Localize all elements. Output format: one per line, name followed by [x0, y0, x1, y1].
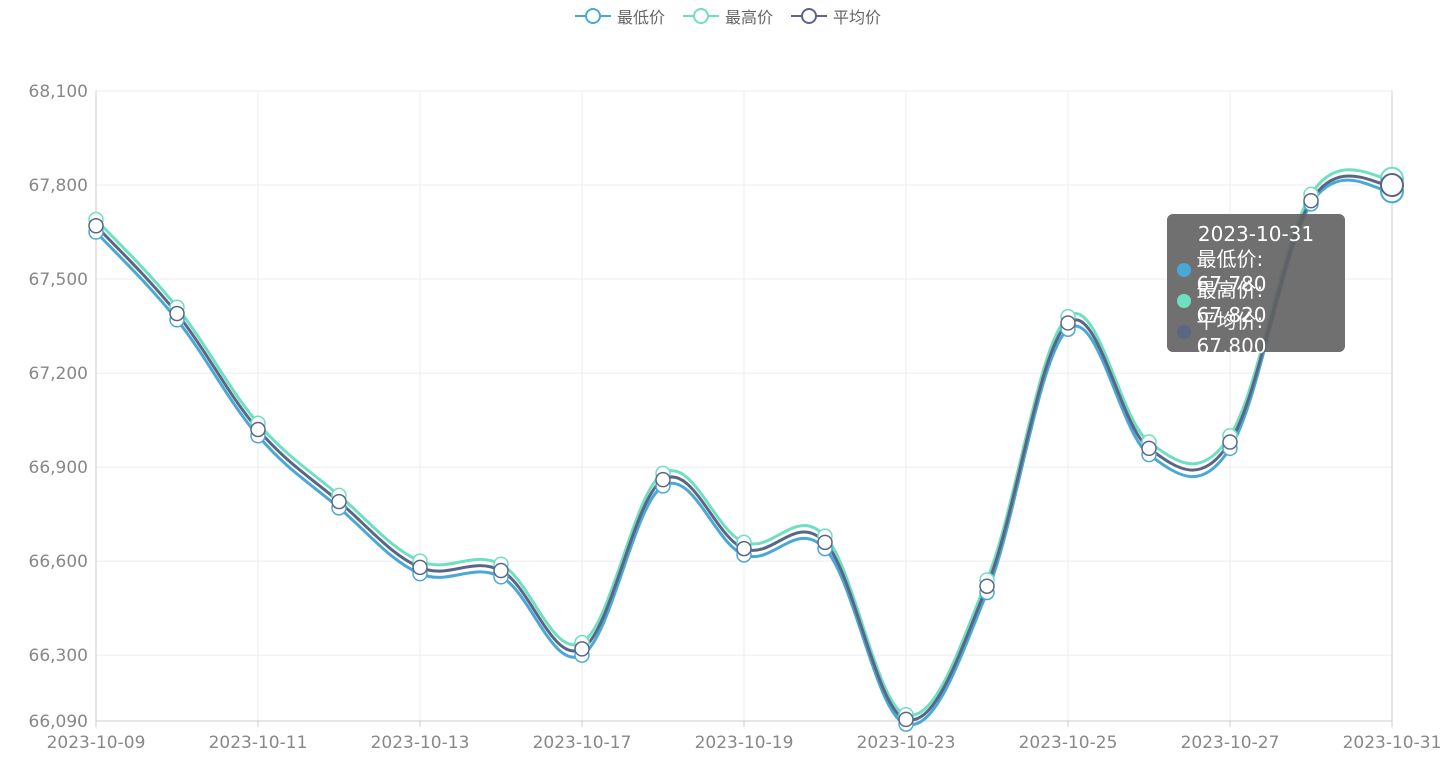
tooltip-row-max: 最高价: 67,820 — [1177, 278, 1335, 327]
data-point-avg — [655, 471, 671, 488]
x-tick-label: 2023-10-17 — [533, 733, 632, 753]
x-tick-label: 2023-10-31 — [1343, 733, 1442, 753]
y-tick-label: 66,900 — [29, 458, 88, 478]
data-point-avg — [88, 218, 104, 234]
x-tick-label: 2023-10-09 — [47, 733, 146, 753]
x-tick-label: 2023-10-25 — [1019, 733, 1118, 753]
tooltip-avg-dot-icon — [1177, 324, 1191, 339]
x-tick-label: 2023-10-19 — [695, 733, 794, 753]
tooltip-avg-value: 平均价: 67,800 — [1196, 309, 1267, 358]
data-point-avg — [493, 562, 509, 579]
data-point-avg — [574, 641, 590, 657]
y-tick-label: 68,100 — [29, 82, 88, 102]
data-point-avg — [979, 578, 995, 594]
tooltip-title: 2023-10-31 — [1197, 222, 1315, 246]
legend-max-icon — [682, 8, 719, 24]
y-tick-label: 67,200 — [29, 364, 88, 384]
legend-label-max: 最高价 — [724, 8, 773, 27]
data-point-avg — [1303, 192, 1319, 209]
tooltip-max-dot-icon — [1177, 293, 1191, 308]
data-point-avg — [736, 540, 752, 557]
data-point-avg — [331, 493, 347, 510]
y-tick-label: 67,500 — [29, 270, 88, 290]
x-tick-label: 2023-10-13 — [371, 733, 470, 753]
legend-item-avg[interactable]: 平均价 — [791, 4, 881, 28]
legend-min-icon — [574, 8, 611, 24]
legend-avg-icon — [791, 8, 827, 24]
y-tick-label: 66,600 — [29, 552, 88, 572]
tooltip-max-value: 最高价: 67,820 — [1196, 278, 1267, 327]
legend-item-min[interactable]: 最低价 — [574, 4, 665, 28]
tooltip: 2023-10-31 最低价: 67,780 最高价: 67,820 平均价: … — [1167, 214, 1345, 358]
data-point-avg — [1380, 173, 1404, 198]
data-point-avg — [898, 711, 914, 728]
data-point-avg — [169, 305, 185, 322]
tooltip-row-avg: 平均价: 67,800 — [1177, 309, 1335, 358]
tooltip-row-min: 最低价: 67,780 — [1177, 247, 1335, 296]
legend: 最低价 最高价 平均价 — [0, 4, 1456, 28]
legend-label-min: 最低价 — [616, 8, 665, 27]
data-point-avg — [1141, 440, 1157, 457]
data-point-avg — [1222, 434, 1238, 450]
legend-item-max[interactable]: 最高价 — [682, 4, 773, 28]
x-tick-label: 2023-10-27 — [1181, 733, 1280, 753]
y-tick-label: 66,090 — [29, 712, 88, 732]
legend-label-avg: 平均价 — [833, 8, 882, 27]
y-tick-label: 67,800 — [29, 176, 88, 196]
data-point-avg — [250, 421, 266, 438]
x-tick-label: 2023-10-11 — [209, 733, 308, 753]
data-point-avg — [1060, 315, 1076, 331]
tooltip-min-value: 最低价: 67,780 — [1196, 247, 1267, 296]
data-point-avg — [412, 559, 428, 576]
tooltip-min-dot-icon — [1177, 262, 1191, 277]
y-tick-label: 66,300 — [29, 646, 88, 666]
data-point-avg — [817, 534, 833, 551]
x-tick-label: 2023-10-23 — [857, 733, 956, 753]
